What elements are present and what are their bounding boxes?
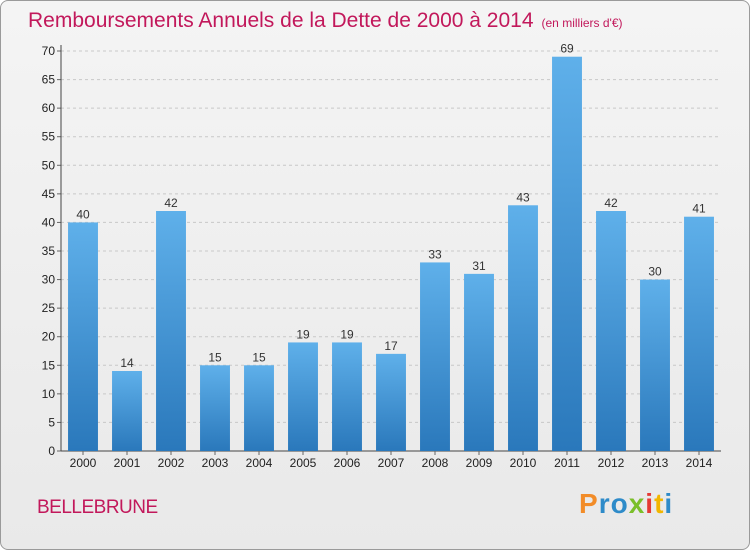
y-tick-label: 30 bbox=[42, 273, 56, 287]
y-tick-label: 5 bbox=[48, 415, 55, 429]
bar bbox=[376, 353, 406, 451]
y-tick-label: 15 bbox=[42, 358, 56, 372]
bar bbox=[200, 365, 230, 451]
x-tick-label: 2010 bbox=[510, 456, 537, 470]
bar bbox=[508, 205, 538, 451]
y-tick-label: 0 bbox=[48, 444, 55, 458]
bar bbox=[244, 365, 274, 451]
chart-title: Remboursements Annuels de la Dette de 20… bbox=[28, 9, 623, 33]
data-label: 31 bbox=[472, 259, 486, 273]
y-tick-label: 60 bbox=[42, 101, 56, 115]
bar bbox=[156, 211, 186, 451]
x-tick-label: 2004 bbox=[246, 456, 273, 470]
y-tick-label: 70 bbox=[42, 44, 56, 58]
data-label: 15 bbox=[208, 350, 222, 364]
data-label: 19 bbox=[296, 327, 310, 341]
bar bbox=[332, 342, 362, 451]
bar bbox=[464, 273, 494, 451]
bar bbox=[288, 342, 318, 451]
proxiti-logo: Proxiti bbox=[579, 488, 674, 519]
data-label: 30 bbox=[648, 265, 662, 279]
y-tick-label: 45 bbox=[42, 187, 56, 201]
x-tick-label: 2007 bbox=[378, 456, 405, 470]
bar bbox=[112, 371, 142, 451]
x-tick-label: 2000 bbox=[70, 456, 97, 470]
data-label: 42 bbox=[604, 196, 618, 210]
data-label: 42 bbox=[164, 196, 178, 210]
x-tick-label: 2013 bbox=[642, 456, 669, 470]
y-tick-label: 65 bbox=[42, 73, 56, 87]
x-tick-label: 2005 bbox=[290, 456, 317, 470]
bar bbox=[420, 262, 450, 451]
bar bbox=[68, 222, 98, 451]
x-tick-label: 2003 bbox=[202, 456, 229, 470]
x-tick-label: 2001 bbox=[114, 456, 141, 470]
data-label: 33 bbox=[428, 247, 442, 261]
data-label: 40 bbox=[76, 207, 90, 221]
x-tick-label: 2009 bbox=[466, 456, 493, 470]
data-label: 19 bbox=[340, 327, 354, 341]
x-tick-label: 2006 bbox=[334, 456, 361, 470]
bar bbox=[640, 279, 670, 451]
y-tick-label: 35 bbox=[42, 244, 56, 258]
chart-title-text: Remboursements Annuels de la Dette de 20… bbox=[28, 9, 534, 32]
x-tick-label: 2011 bbox=[554, 456, 580, 470]
y-tick-label: 10 bbox=[42, 387, 56, 401]
data-label: 17 bbox=[384, 339, 398, 353]
data-label: 69 bbox=[560, 42, 574, 56]
bar bbox=[552, 56, 582, 451]
x-tick-label: 2002 bbox=[158, 456, 185, 470]
x-tick-label: 2014 bbox=[686, 456, 713, 470]
y-tick-label: 20 bbox=[42, 330, 56, 344]
data-label: 43 bbox=[516, 190, 530, 204]
commune-name: BELLEBRUNE bbox=[37, 497, 158, 518]
y-tick-label: 50 bbox=[42, 158, 56, 172]
data-label: 15 bbox=[252, 350, 266, 364]
y-tick-label: 25 bbox=[42, 301, 56, 315]
x-tick-label: 2012 bbox=[598, 456, 625, 470]
y-tick-label: 55 bbox=[42, 130, 56, 144]
data-label: 14 bbox=[120, 356, 134, 370]
bar bbox=[684, 216, 714, 451]
x-tick-label: 2008 bbox=[422, 456, 449, 470]
y-tick-label: 40 bbox=[42, 215, 56, 229]
bar bbox=[596, 211, 626, 451]
chart-unit: (en milliers d'€) bbox=[541, 16, 623, 30]
data-label: 41 bbox=[692, 202, 706, 216]
